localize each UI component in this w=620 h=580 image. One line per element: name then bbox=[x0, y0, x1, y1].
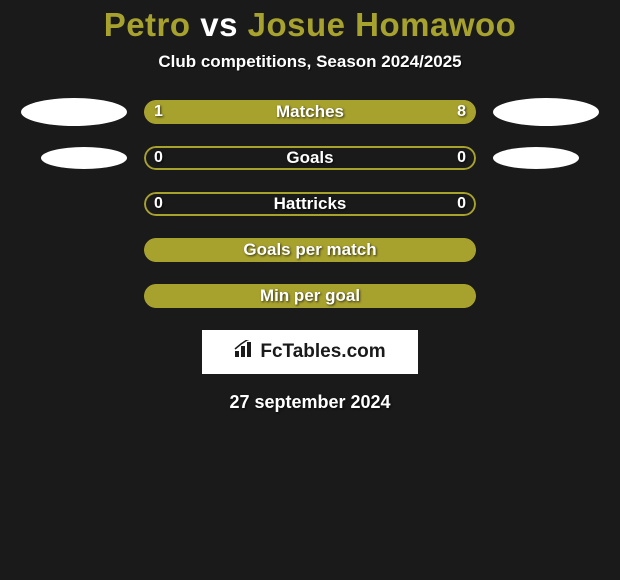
stat-label: Goals bbox=[144, 146, 476, 170]
title-vs: vs bbox=[191, 6, 248, 43]
stat-label: Hattricks bbox=[144, 192, 476, 216]
bars-icon bbox=[234, 340, 256, 364]
stat-row: 18Matches bbox=[0, 100, 620, 124]
stat-bar: 18Matches bbox=[144, 100, 476, 124]
stat-row: 00Hattricks bbox=[0, 192, 620, 216]
stat-bar: 00Hattricks bbox=[144, 192, 476, 216]
stat-bar: Goals per match bbox=[144, 238, 476, 262]
date: 27 september 2024 bbox=[0, 392, 620, 413]
stat-label: Min per goal bbox=[144, 284, 476, 308]
stat-row: 00Goals bbox=[0, 146, 620, 170]
stats-rows: 18Matches 00Goals 00Hattricks Goals per mat… bbox=[0, 100, 620, 308]
subtitle: Club competitions, Season 2024/2025 bbox=[0, 52, 620, 72]
stat-row: Goals per match bbox=[0, 238, 620, 262]
stat-row: Min per goal bbox=[0, 284, 620, 308]
stat-bar: 00Goals bbox=[144, 146, 476, 170]
stat-label: Matches bbox=[144, 100, 476, 124]
logo: FcTables.com bbox=[234, 340, 385, 364]
title-player2: Josue Homawoo bbox=[248, 6, 517, 43]
stat-label: Goals per match bbox=[144, 238, 476, 262]
player-ellipse-right bbox=[493, 147, 579, 169]
title-player1: Petro bbox=[104, 6, 191, 43]
player-ellipse-left bbox=[21, 98, 127, 126]
logo-text: FcTables.com bbox=[260, 341, 385, 363]
player-ellipse-right bbox=[493, 98, 599, 126]
stat-bar: Min per goal bbox=[144, 284, 476, 308]
player-ellipse-left bbox=[41, 147, 127, 169]
logo-box: FcTables.com bbox=[202, 330, 418, 374]
page-title: Petro vs Josue Homawoo bbox=[0, 0, 620, 44]
